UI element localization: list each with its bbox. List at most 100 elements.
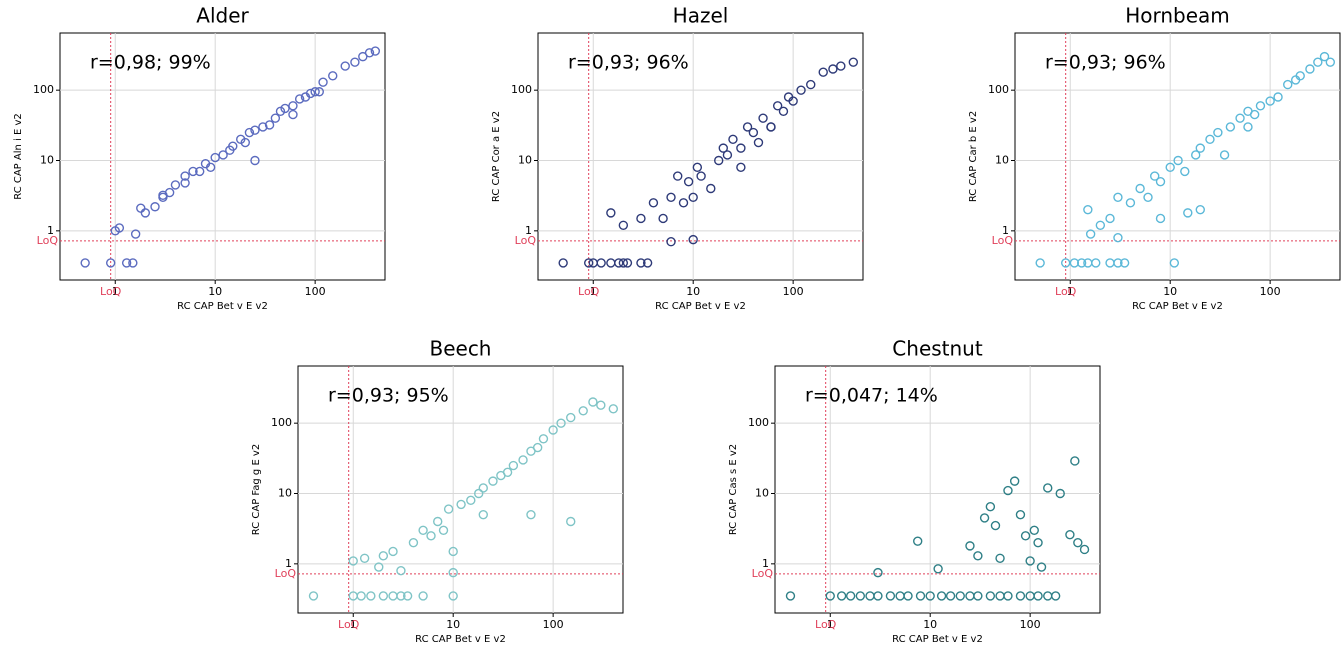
y-tick-label: 1 <box>762 557 769 570</box>
y-tick-label: 100 <box>511 83 532 96</box>
point <box>140 208 151 218</box>
point <box>1283 79 1293 90</box>
point <box>836 61 846 71</box>
point <box>1009 476 1020 486</box>
x-tick-label: 1 <box>350 618 357 631</box>
point <box>1065 529 1075 540</box>
point <box>1295 71 1305 81</box>
point <box>448 567 458 578</box>
point <box>466 495 476 506</box>
plot-area <box>537 32 864 281</box>
point <box>508 460 519 471</box>
point <box>915 591 926 601</box>
point <box>408 537 419 548</box>
point <box>718 143 728 153</box>
point <box>753 137 764 148</box>
point <box>328 71 338 81</box>
point <box>359 553 370 563</box>
point <box>955 591 965 601</box>
point <box>310 87 320 97</box>
point <box>806 79 816 90</box>
point <box>1085 229 1096 239</box>
point <box>583 258 594 268</box>
point <box>614 258 624 268</box>
chart-title: Chestnut <box>892 337 983 361</box>
point <box>1265 96 1275 106</box>
point <box>728 134 738 145</box>
point <box>566 516 576 527</box>
point <box>936 591 947 601</box>
point <box>1183 208 1193 218</box>
y-axis-label: RC CAP Aln i E v2 <box>13 113 24 200</box>
point <box>308 591 319 601</box>
point <box>1155 213 1166 224</box>
y-tick-label: 1 <box>47 224 54 237</box>
point <box>121 258 132 268</box>
x-tick-label: 10 <box>1163 285 1177 298</box>
point <box>683 176 694 187</box>
point <box>1055 488 1065 499</box>
point <box>210 152 220 163</box>
point <box>426 531 436 541</box>
chart-title: Alder <box>196 4 249 28</box>
point <box>170 180 181 190</box>
point <box>1273 92 1283 102</box>
point <box>1313 57 1323 67</box>
point <box>364 48 375 58</box>
y-tick-label: 100 <box>748 416 769 429</box>
point <box>1225 122 1236 132</box>
x-tick-label: 1 <box>112 285 119 298</box>
y-tick-label: 1 <box>525 224 532 237</box>
y-tick-label: 10 <box>755 487 769 500</box>
x-tick-label: 10 <box>923 618 937 631</box>
point <box>965 541 975 551</box>
point <box>433 516 443 527</box>
annotation: r=0,93; 95% <box>328 385 449 407</box>
annotation: r=0,98; 99% <box>90 52 211 74</box>
point <box>642 258 653 268</box>
x-axis-label: RC CAP Bet v E v2 <box>415 634 506 645</box>
subplot: 1 10 100 1 10 100 LoQ LoQ Hornbeam r=0,93; 96% RC … <box>968 4 1341 312</box>
point <box>1150 171 1160 181</box>
chart-title: Hazel <box>673 4 729 28</box>
plot-area <box>59 32 386 281</box>
point <box>396 565 406 576</box>
point <box>608 404 619 414</box>
point <box>366 591 376 601</box>
loq-label: LoQ <box>752 567 774 580</box>
point <box>1165 162 1175 173</box>
chart-title: Hornbeam <box>1125 4 1230 28</box>
point <box>1069 258 1080 268</box>
point <box>388 546 398 557</box>
point <box>848 57 859 67</box>
point <box>618 220 629 230</box>
point <box>1083 204 1093 215</box>
point <box>114 223 125 233</box>
point <box>1191 150 1201 160</box>
annotation: r=0,93; 96% <box>568 52 689 74</box>
y-tick-label: 10 <box>995 154 1009 167</box>
point <box>244 127 255 138</box>
point <box>885 591 896 601</box>
point <box>1079 544 1090 555</box>
point <box>556 418 566 428</box>
point <box>448 591 458 601</box>
y-tick-label: 100 <box>988 83 1009 96</box>
x-tick-label: 1 <box>1067 285 1074 298</box>
point <box>1020 531 1031 541</box>
point <box>1076 258 1087 268</box>
point <box>796 85 806 95</box>
point <box>658 213 668 224</box>
point <box>502 467 513 478</box>
point <box>714 155 724 166</box>
point <box>1135 183 1145 194</box>
point <box>688 234 698 245</box>
subplot: 1 10 100 1 10 100 LoQ LoQ Beech r=0,93; 95% RC CAP… <box>251 337 624 645</box>
x-tick-label: 10 <box>446 618 460 631</box>
point <box>340 61 350 71</box>
point <box>622 258 633 268</box>
point <box>588 397 598 407</box>
loq-label: LoQ <box>578 285 600 298</box>
x-tick-label: 1 <box>827 618 834 631</box>
point <box>478 509 488 520</box>
